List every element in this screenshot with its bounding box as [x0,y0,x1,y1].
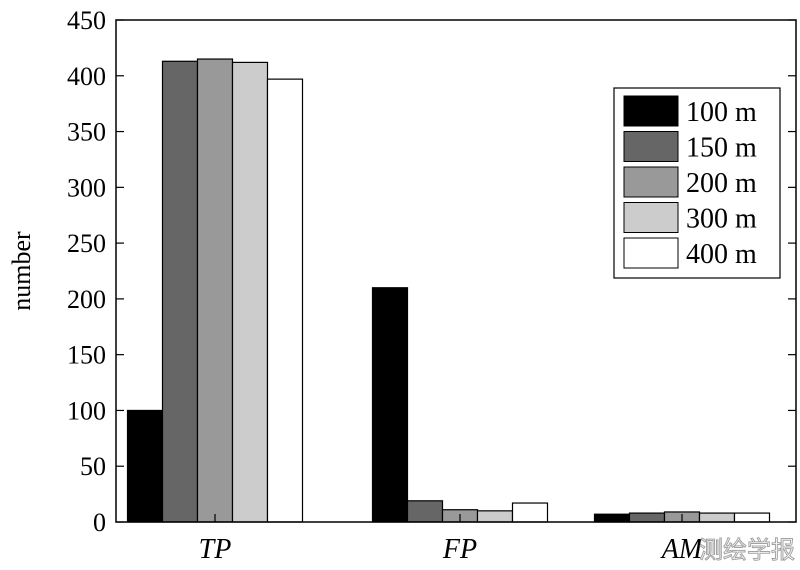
bar-am-300m [698,512,736,523]
bar-fp-150m [406,500,444,523]
legend: 100 m 150 m 200 m 300 m 400 m [613,87,781,279]
y-tick-label: 150 [67,341,106,370]
legend-label: 150 m [686,133,757,164]
y-tick-label: 300 [67,173,106,202]
plot-frame [115,19,797,523]
legend-swatch [623,237,679,269]
y-tick-label: 100 [67,396,106,425]
bar-tp-100m [126,409,164,523]
bar-tp-400m [266,78,304,523]
y-tick-label: 350 [67,118,106,147]
legend-swatch [623,166,679,198]
legend-label: 400 m [686,239,757,270]
bar-tp-300m [231,61,269,523]
y-tick-label: 400 [67,62,106,91]
bar-fp-300m [476,510,514,523]
y-tick-label: 50 [80,452,106,481]
y-tick-label: 450 [67,6,106,35]
legend-swatch [623,95,679,127]
bar-fp-400m [511,502,549,523]
legend-label: 100 m [686,97,757,128]
bar-am-100m [593,513,631,523]
bar-am-150m [628,512,666,523]
watermark-text: 测绘学报 [699,536,795,564]
bar-tp-150m [161,60,199,523]
y-tick-label: 250 [67,229,106,258]
x-category-label: AM [660,534,704,565]
x-axis-labels: TP FP AM [199,514,704,565]
bar-fp-100m [371,287,409,523]
y-tick-label: 200 [67,285,106,314]
bars-group [126,58,771,523]
legend-label: 300 m [686,204,757,235]
legend-swatch [623,202,679,233]
x-category-label: TP [199,534,232,565]
y-axis-ticks: 0 50 100 150 200 250 300 350 400 450 [67,6,796,537]
y-tick-label: 0 [93,508,106,537]
bar-tp-200m [196,58,234,523]
y-axis-label: number [7,231,36,311]
bar-am-400m [733,512,771,523]
x-category-label: FP [442,534,477,565]
legend-label: 200 m [686,168,757,199]
legend-swatch [623,131,679,162]
